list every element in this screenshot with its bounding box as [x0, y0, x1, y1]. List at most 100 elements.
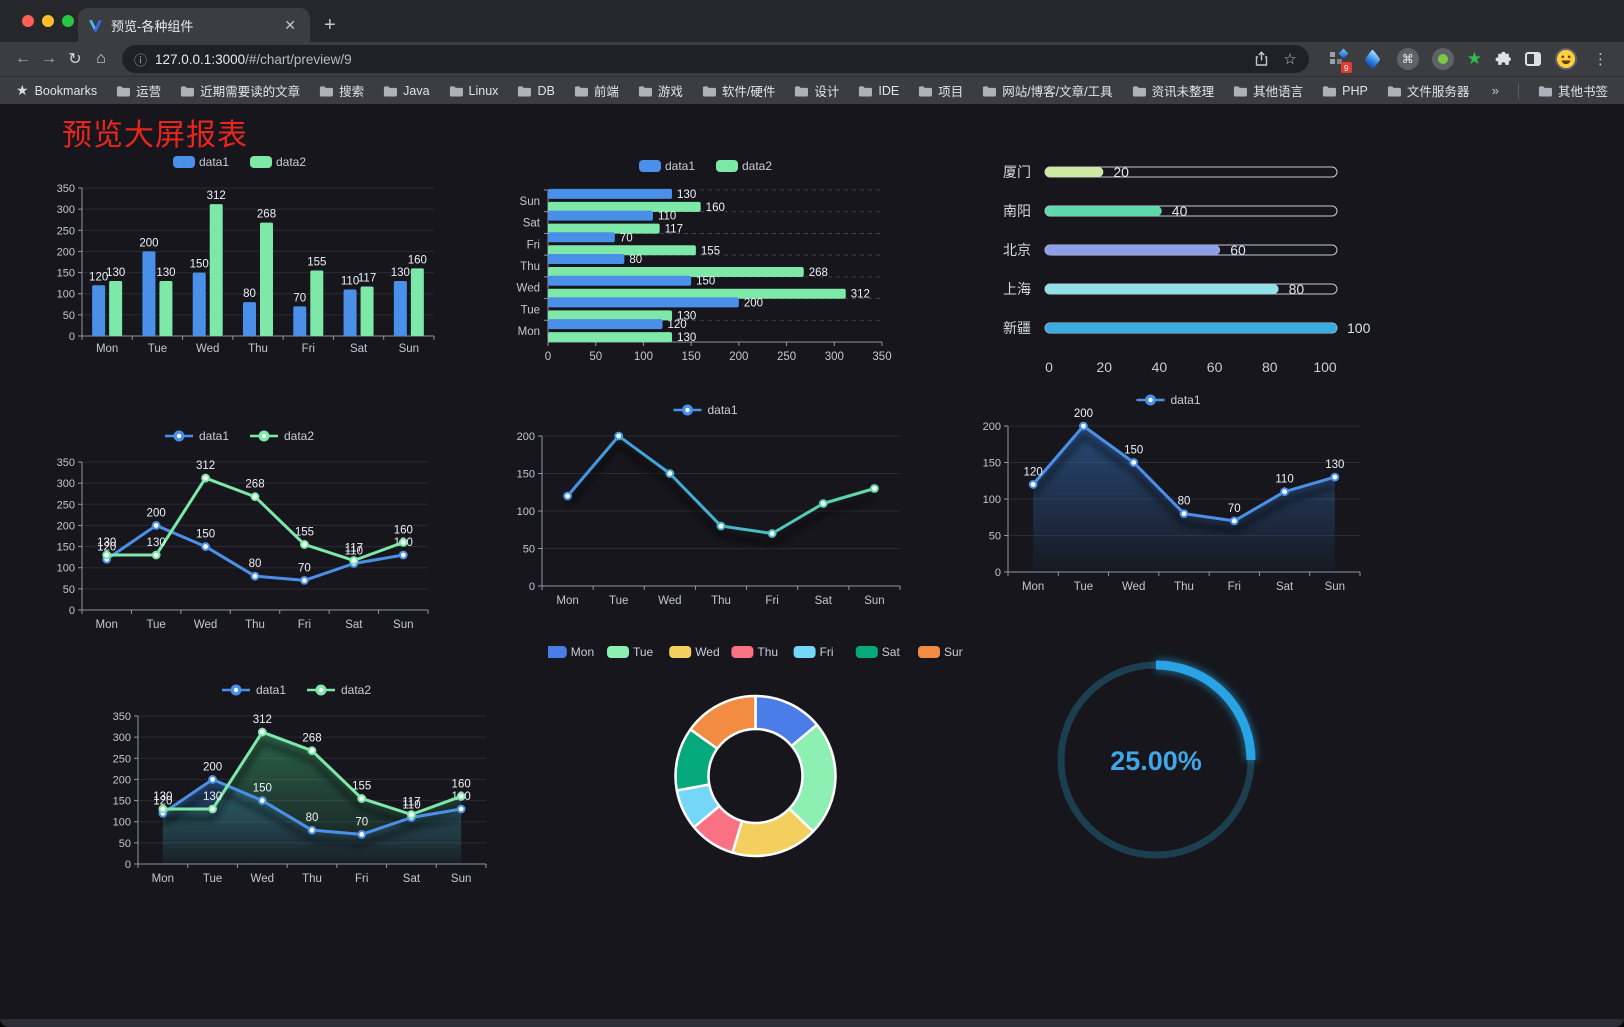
svg-text:150: 150 — [57, 542, 75, 554]
svg-text:110: 110 — [345, 545, 363, 557]
folder-icon — [117, 85, 131, 97]
close-button[interactable] — [22, 15, 34, 27]
folder-icon — [1234, 85, 1248, 97]
folder-icon — [518, 85, 532, 97]
svg-text:130: 130 — [153, 791, 172, 803]
minimize-button[interactable] — [42, 15, 54, 27]
bookmark-folder[interactable]: 软件/硬件 — [702, 81, 775, 100]
svg-text:150: 150 — [190, 259, 209, 271]
tab-close-icon[interactable]: ✕ — [284, 16, 296, 33]
new-tab-button[interactable]: + — [324, 14, 336, 36]
bookmark-folder[interactable]: 近期需要读的文章 — [180, 81, 300, 100]
folder-icon — [919, 85, 933, 97]
svg-text:20: 20 — [1113, 164, 1129, 180]
bookmark-folder[interactable]: Linux — [449, 84, 498, 98]
browser-tab[interactable]: 预览-各种组件 ✕ — [78, 8, 310, 42]
folder-icon — [1538, 85, 1552, 97]
bookmark-folder-label: PHP — [1342, 83, 1368, 98]
reload-button[interactable]: ↻ — [68, 51, 82, 68]
bookmark-folder[interactable]: PHP — [1322, 84, 1368, 98]
bookmark-folder-label: 运营 — [136, 85, 162, 99]
svg-text:300: 300 — [57, 478, 75, 490]
bookmark-folder[interactable]: 项目 — [918, 81, 963, 100]
address-bar[interactable]: ⓘ 127.0.0.1:3000 /#/chart/preview/9 ☆ — [122, 45, 1309, 73]
svg-text:150: 150 — [517, 469, 535, 481]
bookmark-folder-label: 项目 — [938, 85, 964, 99]
bookmarks-overflow-chevron[interactable]: » — [1491, 83, 1499, 98]
svg-text:Sat: Sat — [345, 619, 363, 631]
svg-text:250: 250 — [57, 225, 75, 237]
svg-text:Fri: Fri — [1228, 581, 1241, 593]
folder-icon — [638, 85, 652, 97]
svg-text:160: 160 — [394, 524, 413, 536]
bookmark-folder[interactable]: 文件服务器 — [1387, 81, 1469, 100]
svg-text:150: 150 — [196, 529, 215, 541]
svg-text:60: 60 — [1230, 242, 1246, 258]
svg-text:350: 350 — [57, 183, 75, 195]
folder-icon — [795, 85, 809, 97]
svg-text:Mon: Mon — [1022, 581, 1044, 593]
chart-city-progress: 厦门 20 南阳 40 北京 60 上海 80 新疆 100 0 20 40 60 80 100 — [1003, 164, 1371, 375]
extension-command-icon[interactable]: ⌘ — [1396, 48, 1419, 70]
chart-two-line: data1 data2 0 50 100 150 200 250 300 350 Mon Tue Wed… — [57, 429, 429, 631]
svg-text:70: 70 — [355, 816, 368, 828]
extension-record-icon[interactable] — [1431, 48, 1454, 70]
svg-text:60: 60 — [1207, 359, 1223, 375]
svg-text:0: 0 — [69, 331, 75, 343]
forward-button[interactable]: → — [41, 50, 57, 67]
svg-text:Fri: Fri — [298, 619, 311, 631]
svg-text:100: 100 — [517, 506, 535, 518]
svg-text:80: 80 — [1178, 496, 1191, 508]
svg-text:268: 268 — [809, 267, 828, 279]
folder-icon — [574, 85, 588, 97]
tab-title: 预览-各种组件 — [111, 18, 194, 34]
other-bookmarks[interactable]: 其他书签 — [1538, 81, 1608, 100]
extensions-area: 9 ⌘ ★ ⋮ — [1317, 47, 1614, 73]
home-button[interactable]: ⌂ — [96, 50, 106, 67]
site-info-icon[interactable]: ⓘ — [134, 52, 148, 68]
zoom-button[interactable] — [62, 15, 74, 27]
bookmark-folder[interactable]: Java — [383, 84, 430, 98]
bookmarks-divider — [1517, 82, 1519, 99]
bookmark-folder[interactable]: DB — [517, 84, 555, 98]
svg-text:南阳: 南阳 — [1003, 203, 1031, 219]
svg-text:150: 150 — [983, 458, 1001, 470]
bookmark-folder[interactable]: 游戏 — [638, 81, 683, 100]
svg-text:150: 150 — [696, 276, 715, 288]
back-button[interactable]: ← — [15, 50, 31, 67]
svg-text:120: 120 — [668, 319, 687, 331]
svg-text:100: 100 — [983, 494, 1001, 506]
svg-text:120: 120 — [89, 271, 108, 283]
bookmark-folder[interactable]: IDE — [858, 84, 899, 98]
svg-text:200: 200 — [744, 297, 763, 309]
bookmark-folder[interactable]: 资讯未整理 — [1132, 81, 1214, 100]
dashboard-page: 预览大屏报表 data1 data2 0 50 100 150 200 250 300 350 Mo… — [0, 104, 1624, 1019]
bookmark-folder-label: 游戏 — [657, 85, 683, 99]
extension-grid-icon[interactable]: 9 — [1327, 48, 1352, 73]
svg-text:data2: data2 — [341, 683, 371, 697]
sidebar-toggle-icon[interactable] — [1525, 52, 1541, 66]
svg-text:Sun: Sun — [1325, 581, 1345, 593]
svg-text:data1: data1 — [199, 429, 229, 443]
bookmark-star-icon[interactable]: ☆ — [1283, 51, 1297, 68]
svg-text:117: 117 — [402, 797, 420, 809]
svg-text:200: 200 — [729, 351, 748, 363]
share-icon[interactable] — [1254, 51, 1269, 67]
extensions-puzzle-icon[interactable] — [1495, 51, 1512, 68]
folder-icon — [181, 85, 195, 97]
bookmark-folder[interactable]: 运营 — [116, 81, 161, 100]
svg-text:100: 100 — [57, 563, 75, 575]
extension-diamond-icon[interactable] — [1362, 48, 1384, 70]
bookmark-folder[interactable]: 网站/博客/文章/工具 — [982, 81, 1113, 100]
bookmarks-manager[interactable]: ★ Bookmarks — [16, 82, 97, 99]
folder-icon — [859, 85, 873, 97]
extension-star-icon[interactable]: ★ — [1466, 49, 1482, 68]
menu-icon[interactable]: ⋮ — [1593, 51, 1608, 68]
svg-text:Sat: Sat — [815, 595, 833, 607]
bookmark-folder[interactable]: 前端 — [574, 81, 619, 100]
bookmark-folder[interactable]: 设计 — [794, 81, 839, 100]
bookmark-folder[interactable]: 搜索 — [319, 81, 364, 100]
chart-grouped-hbar: data1 data2 0 50 100 150 200 250 300 350 Sun 130 160… — [517, 159, 892, 363]
bookmark-folder[interactable]: 其他语言 — [1233, 81, 1303, 100]
profile-avatar[interactable] — [1554, 47, 1578, 71]
